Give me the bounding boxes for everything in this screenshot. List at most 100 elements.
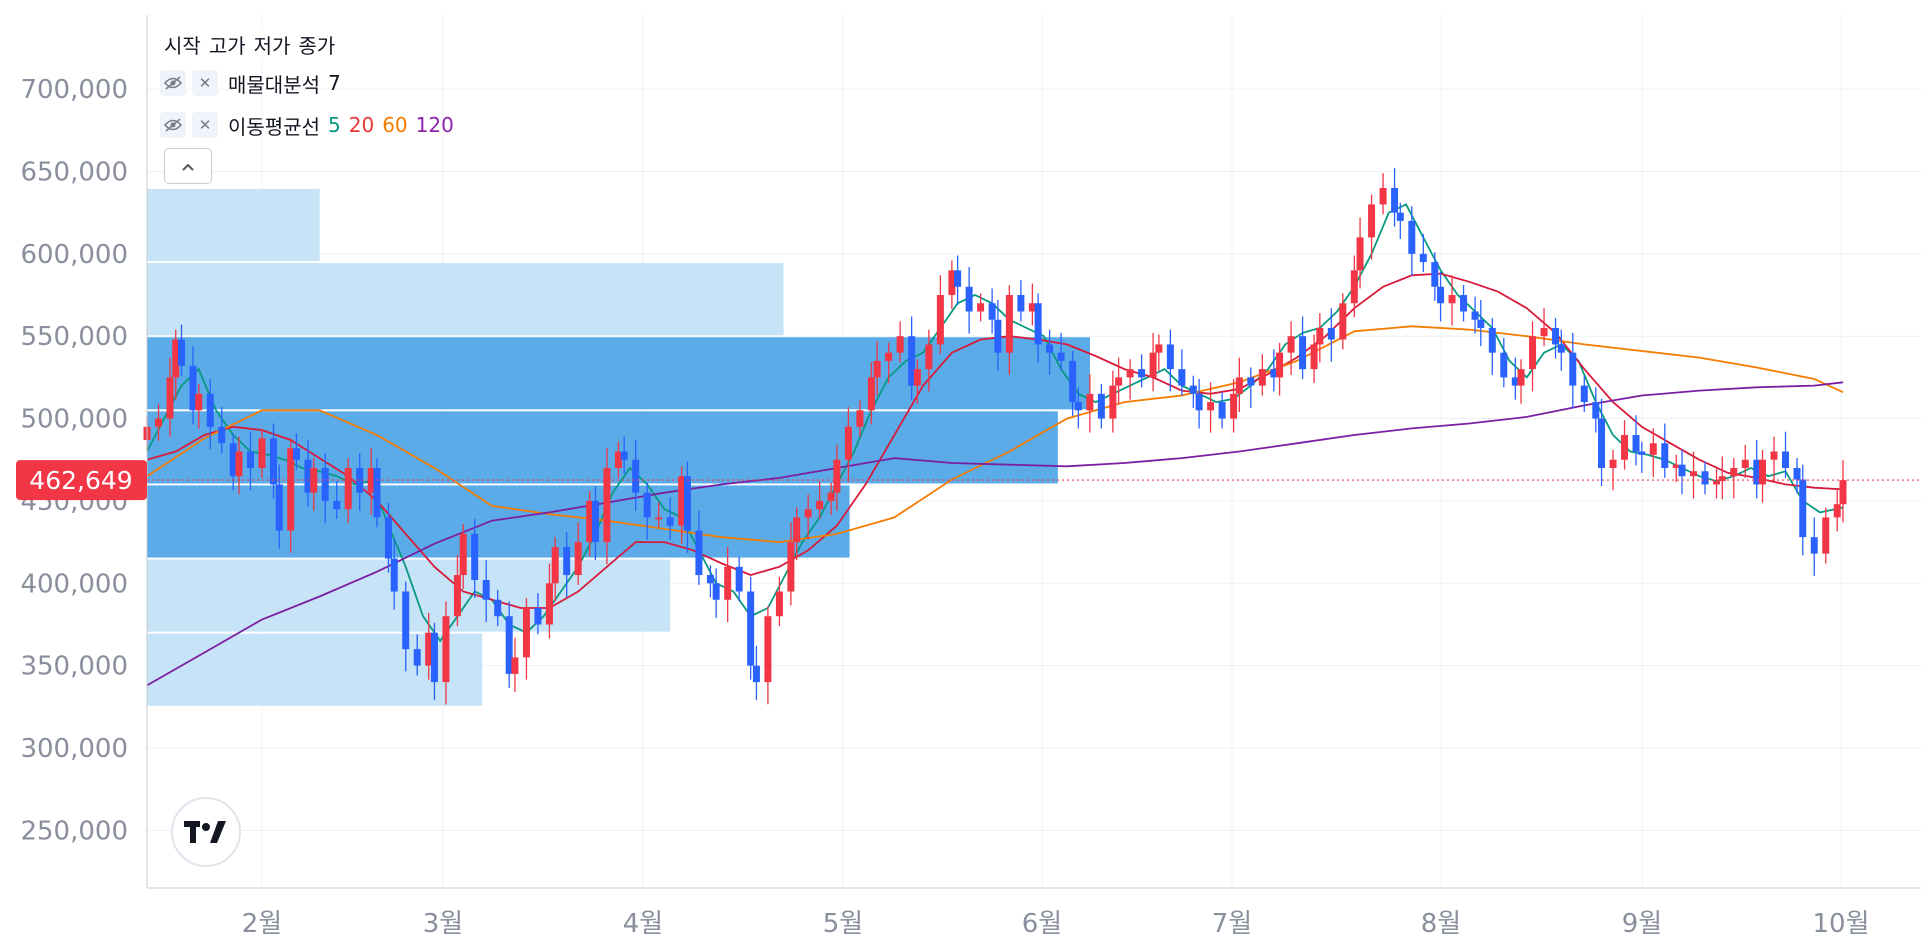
- candle-body: [166, 377, 174, 419]
- candle-body: [344, 467, 352, 510]
- candle-body: [1028, 303, 1036, 312]
- candle-body: [586, 500, 594, 543]
- candle-body: [666, 517, 674, 526]
- candle-body: [1741, 459, 1749, 468]
- candle-body: [988, 303, 996, 320]
- candle-body: [1356, 237, 1364, 271]
- candle-body: [1822, 517, 1830, 554]
- candle-body: [563, 547, 571, 576]
- candle-body: [1488, 327, 1496, 353]
- candle-body: [1189, 385, 1197, 394]
- y-tick-label: 350,000: [20, 652, 128, 682]
- candle-body: [1235, 377, 1243, 394]
- candle-body: [1770, 451, 1778, 460]
- candle-body: [856, 410, 864, 427]
- indicator-legend-moving-average: ✕ 이동평균선 5 20 60 120: [160, 110, 462, 140]
- candle-body: [1207, 402, 1215, 411]
- candle-body: [275, 484, 283, 531]
- candle-body: [189, 365, 197, 411]
- x-tick-label: 7월: [1212, 909, 1252, 939]
- candle-body: [896, 336, 904, 353]
- candle-body: [1034, 303, 1042, 345]
- candle-body: [954, 270, 962, 287]
- candle-body: [551, 547, 559, 584]
- candle-body: [195, 393, 203, 411]
- current-price-label: 462,649: [29, 466, 132, 495]
- candle-body: [269, 438, 277, 485]
- indicator-legend-volume-profile: ✕ 매물대분석 7: [160, 68, 349, 98]
- candle-body: [1097, 393, 1105, 419]
- x-tick-label: 9월: [1622, 909, 1662, 939]
- candle-body: [1195, 393, 1203, 411]
- candle-body: [591, 500, 599, 543]
- candle-body: [965, 286, 973, 312]
- eye-off-icon[interactable]: [160, 70, 186, 96]
- candle-body: [1069, 360, 1077, 403]
- tradingview-logo[interactable]: [171, 797, 241, 867]
- candle-body: [1448, 295, 1456, 304]
- candle-body: [1810, 537, 1818, 554]
- candle-body: [925, 344, 933, 370]
- candle-body: [695, 530, 703, 576]
- candle-body: [356, 467, 364, 493]
- candle-body: [574, 542, 582, 576]
- indicator-name: 매물대분석: [228, 72, 320, 97]
- candle-body: [1782, 451, 1790, 468]
- candle-body: [1339, 303, 1347, 340]
- candle-body: [1690, 471, 1698, 477]
- candle-body: [1218, 402, 1226, 419]
- candle-body: [1316, 327, 1324, 345]
- candle-body: [471, 533, 479, 580]
- x-tick-label: 2월: [242, 909, 282, 939]
- current-price-label-bg: [16, 460, 147, 501]
- candle-body: [413, 649, 421, 666]
- candle-body: [1155, 344, 1163, 353]
- candle-body: [1431, 262, 1439, 287]
- volume-profile-bar: [147, 485, 850, 558]
- candle-body: [867, 377, 875, 411]
- candle-body: [735, 566, 743, 592]
- candle-body: [246, 451, 254, 468]
- candle-body: [1592, 402, 1600, 419]
- volume-profile-bar: [147, 263, 784, 336]
- candle-body: [833, 459, 841, 493]
- candle-body: [747, 591, 755, 666]
- ohlc-label-close: 종가: [298, 33, 336, 58]
- volume-profile-bar: [147, 337, 1090, 410]
- candle-body: [816, 500, 824, 510]
- candle-body: [793, 517, 801, 543]
- ohlc-label-low: 저가: [253, 33, 291, 58]
- candle-body: [1057, 352, 1065, 361]
- candle-body: [321, 467, 329, 501]
- x-tick-label: 3월: [423, 909, 463, 939]
- y-tick-label: 650,000: [20, 157, 128, 187]
- ma-param-5: 5: [328, 113, 341, 137]
- candle-body: [390, 558, 398, 592]
- candle-body: [402, 591, 410, 650]
- candle-body: [1126, 369, 1134, 378]
- candle-body: [258, 438, 266, 468]
- x-tick-label: 10월: [1812, 909, 1869, 939]
- candle-body: [1477, 319, 1485, 328]
- close-icon[interactable]: ✕: [192, 112, 218, 138]
- candle-body: [1799, 479, 1807, 538]
- eye-off-icon[interactable]: [160, 112, 186, 138]
- collapse-legend-button[interactable]: [164, 148, 212, 184]
- candle-body: [775, 591, 783, 617]
- candle-body: [304, 459, 312, 493]
- x-tick-label: 8월: [1421, 909, 1461, 939]
- candle-body: [936, 295, 944, 345]
- candle-body: [1166, 344, 1174, 370]
- close-icon[interactable]: ✕: [192, 70, 218, 96]
- y-tick-label: 500,000: [20, 405, 128, 435]
- candle-body: [430, 632, 438, 683]
- candle-body: [1230, 393, 1238, 419]
- candle-body: [1638, 451, 1646, 455]
- candle-body: [1730, 467, 1738, 477]
- candles: [143, 168, 1847, 705]
- candle-body: [229, 443, 237, 477]
- candle-body: [1511, 377, 1519, 386]
- candle-body: [1437, 286, 1445, 304]
- ma-param-120: 120: [415, 113, 454, 137]
